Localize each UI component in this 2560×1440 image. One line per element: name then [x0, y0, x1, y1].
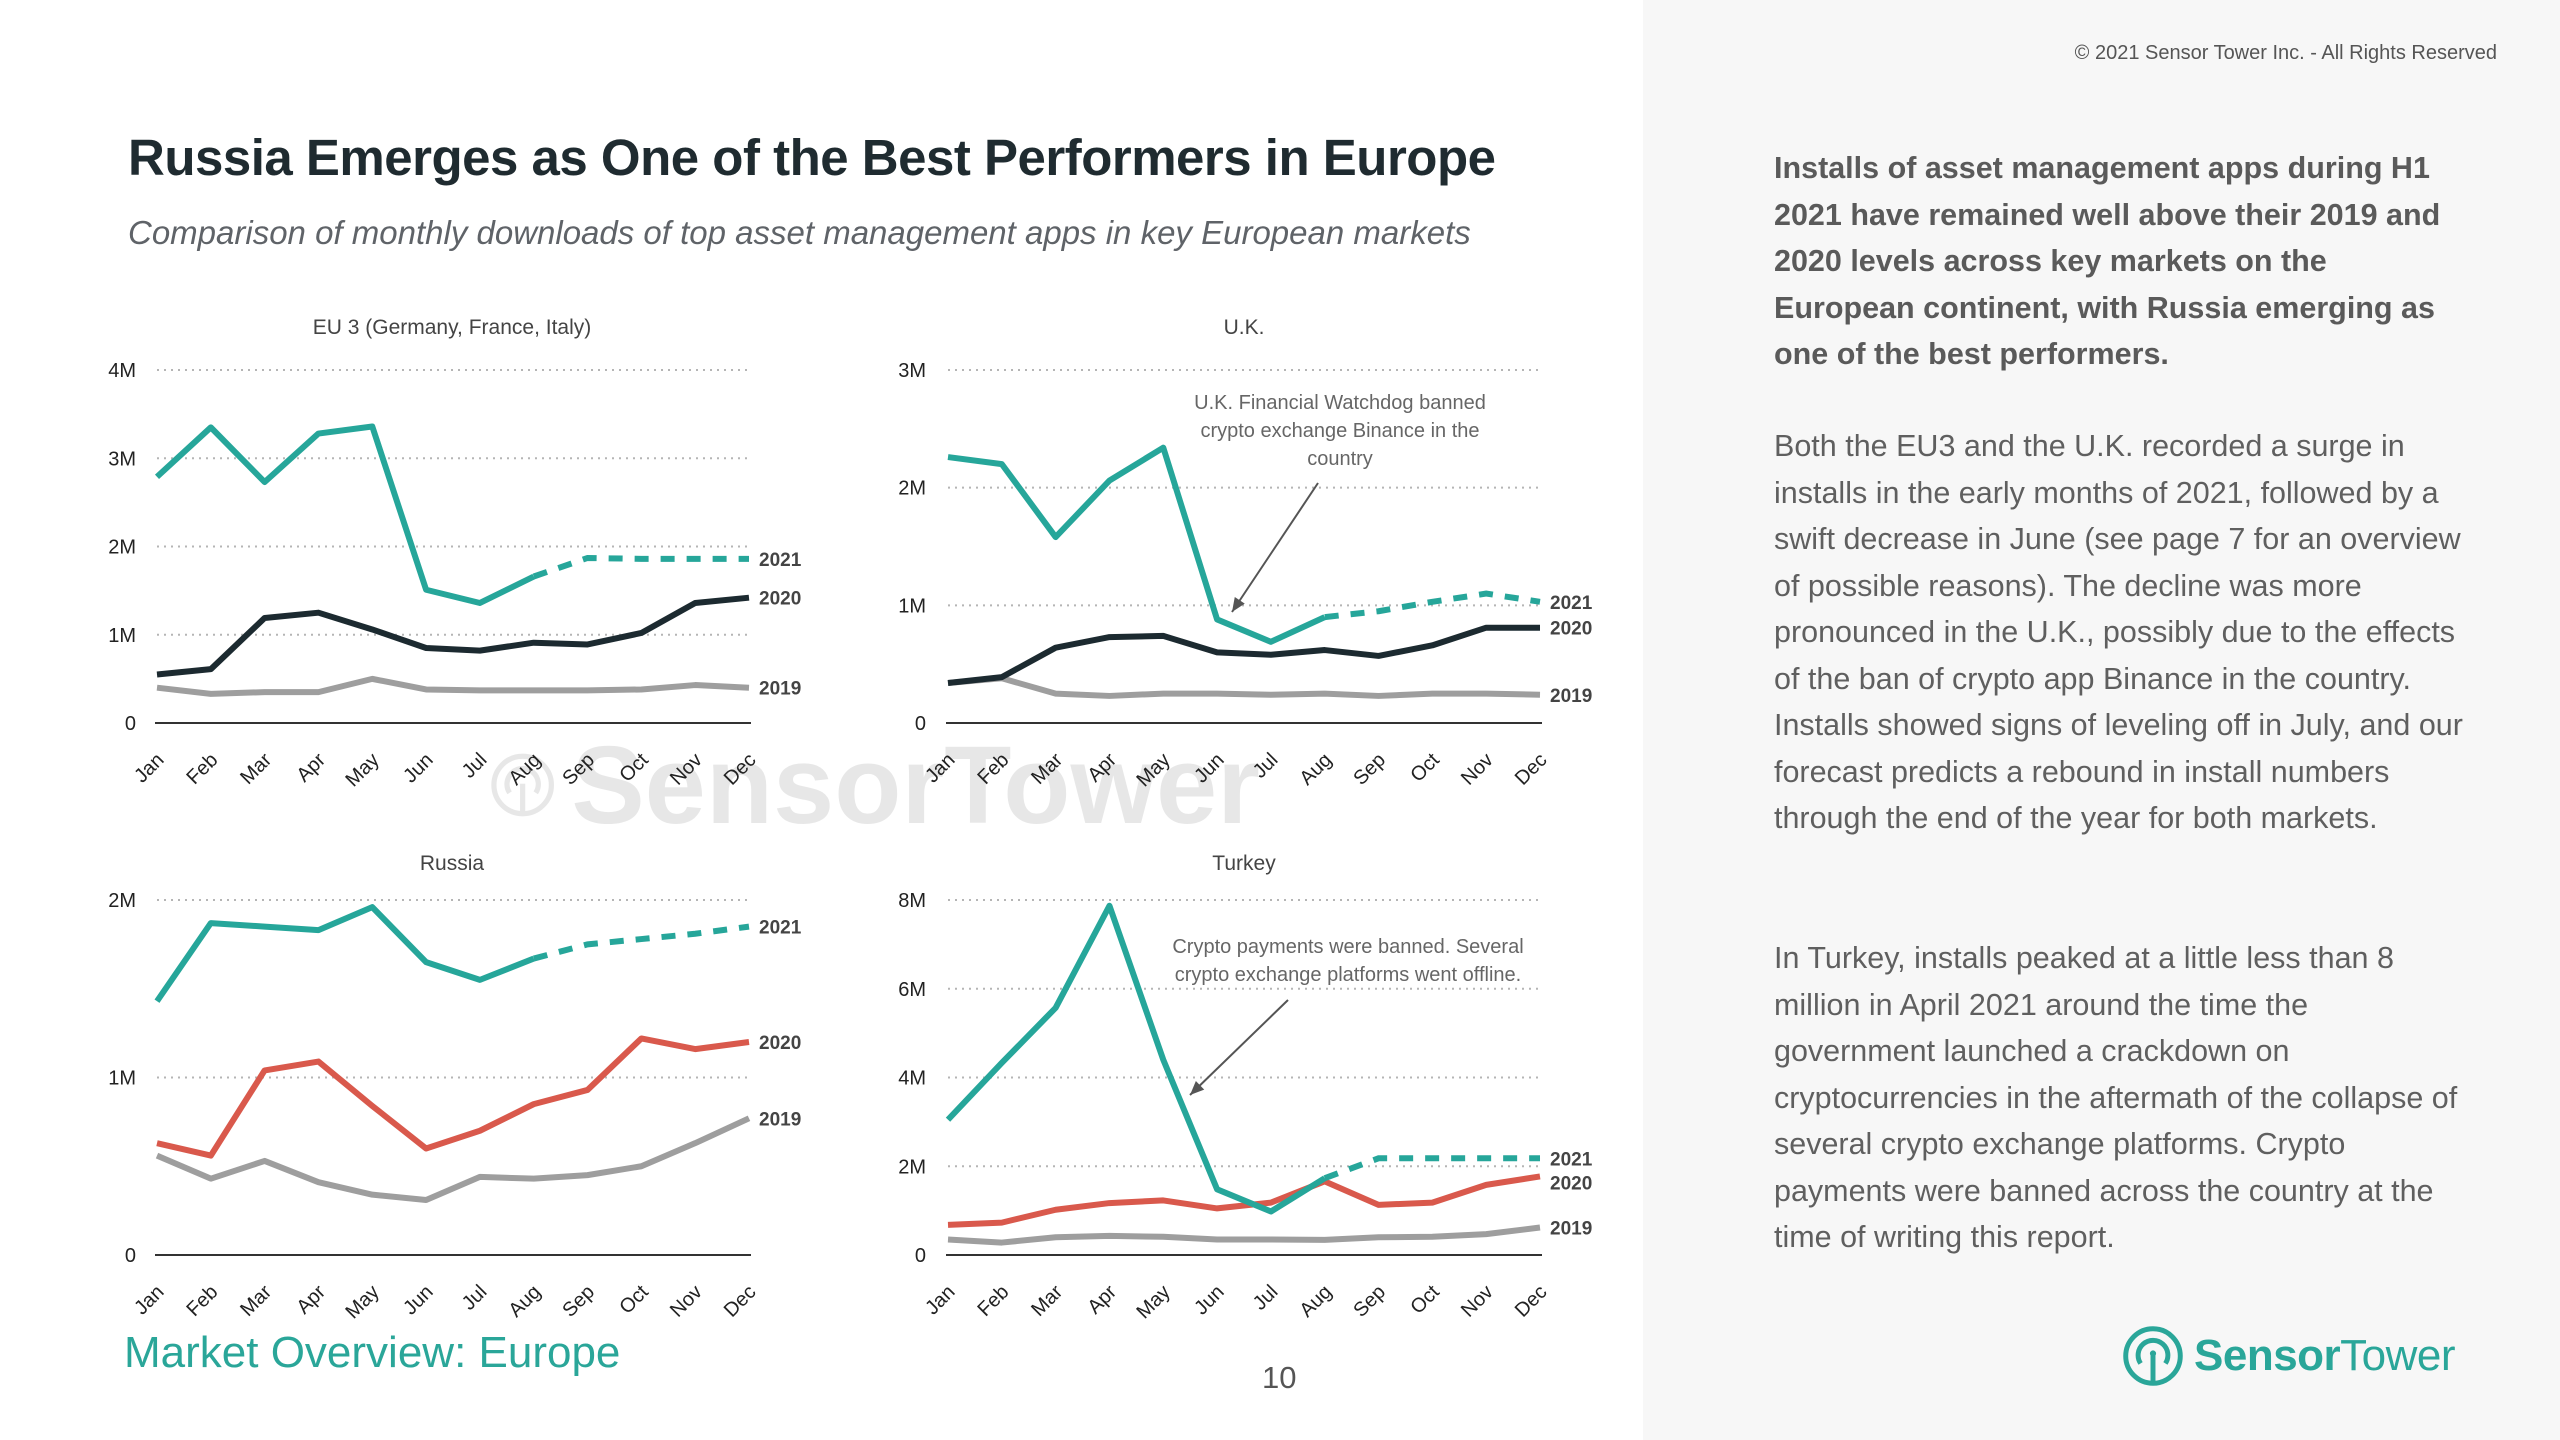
series-label: 2019 [1550, 1218, 1592, 1239]
series-label: 2019 [759, 679, 801, 700]
y-tick-label: 1M [898, 595, 926, 617]
annotation-text: crypto exchange platforms went offline. [1175, 964, 1521, 986]
x-tick-label: Sep [1349, 1281, 1390, 1322]
annotation-text: country [1307, 448, 1373, 470]
commentary-panel [1643, 0, 2560, 1440]
chart-title: U.K. [1224, 316, 1265, 339]
series-line-2021 [947, 444, 1326, 645]
annotation-arrow-line [1231, 482, 1319, 613]
annotation-text: crypto exchange Binance in the [1200, 420, 1479, 442]
y-tick-label: 0 [125, 713, 136, 735]
x-tick-label: Apr [1083, 1281, 1121, 1319]
y-tick-label: 2M [898, 478, 926, 500]
series-label: 2020 [1550, 1173, 1592, 1194]
x-tick-label: Jun [1190, 1281, 1228, 1319]
series-label: 2021 [759, 550, 802, 571]
y-tick-label: 1M [108, 625, 136, 647]
y-tick-label: 0 [915, 1245, 926, 1267]
chart-title: Turkey [1212, 852, 1276, 875]
y-tick-label: 0 [915, 713, 926, 735]
series-label: 2021 [759, 918, 802, 939]
y-tick-label: 8M [898, 890, 926, 912]
x-tick-label: Nov [1457, 1281, 1498, 1322]
series-label: 2021 [1550, 593, 1593, 614]
series-forecast-line-2021 [1323, 1155, 1540, 1182]
x-tick-label: Jul [1249, 1281, 1283, 1315]
y-tick-label: 2M [108, 890, 136, 912]
y-tick-label: 2M [898, 1156, 926, 1178]
y-tick-label: 6M [898, 979, 926, 1001]
series-line-2019 [947, 1224, 1541, 1246]
page-subtitle: Comparison of monthly downloads of top a… [128, 214, 1471, 251]
series-label: 2020 [759, 1033, 801, 1054]
annotation-text: U.K. Financial Watchdog banned [1194, 392, 1486, 414]
y-tick-label: 0 [125, 1245, 136, 1267]
eu3-uk-paragraph: Both the EU3 and the U.K. recorded a sur… [1774, 429, 2463, 835]
y-tick-label: 3M [108, 448, 136, 470]
chart-turkey: Turkey 0 2M 4M 6M 8M Jan Feb Mar Apr May Jun Jul Aug S… [898, 852, 1593, 1323]
x-tick-label: Jan [921, 1281, 959, 1319]
series-line-2020 [156, 1035, 750, 1159]
series-line-2021 [945, 902, 1327, 1215]
x-tick-label: Oct [1406, 1281, 1444, 1319]
series-line-2019 [155, 1115, 751, 1203]
series-label: 2019 [1550, 686, 1592, 707]
chart-title: Russia [420, 852, 485, 875]
series-label: 2019 [759, 1109, 801, 1130]
annotation-arrow-line [1189, 999, 1289, 1096]
logo-wordmark: SensorTower [2194, 1331, 2456, 1381]
sensor-tower-logo: SensorTower [2122, 1325, 2456, 1387]
x-tick-label: Feb [973, 1281, 1013, 1321]
x-tick-label: May [1133, 1281, 1175, 1323]
page-number: 10 [1262, 1360, 1297, 1395]
y-tick-label: 4M [898, 1068, 926, 1090]
x-tick-label: Dec [1511, 1281, 1552, 1322]
series-label: 2020 [759, 589, 801, 610]
logo-wordmark-regular: Tower [2340, 1331, 2456, 1380]
chart-title: EU 3 (Germany, France, Italy) [313, 316, 592, 339]
turkey-paragraph: In Turkey, installs peaked at a little l… [1774, 941, 2458, 1254]
page-title: Russia Emerges as One of the Best Perfor… [128, 129, 1496, 186]
series-label: 2020 [1550, 619, 1592, 640]
series-line-2021 [154, 904, 535, 1003]
series-line-2021 [154, 423, 536, 606]
chart-eu3: EU 3 (Germany, France, Italy)01M2M3M4MJa… [108, 316, 802, 791]
section-label: Market Overview: Europe [124, 1328, 621, 1377]
series-line-2019 [156, 675, 750, 697]
summary-paragraph: Installs of asset management apps during… [1774, 151, 2441, 371]
x-tick-label: Aug [1296, 1281, 1337, 1322]
y-tick-label: 4M [108, 360, 136, 382]
sensor-tower-logo-icon [2123, 1326, 2183, 1386]
y-tick-label: 2M [108, 537, 136, 559]
logo-wordmark-bold: Sensor [2194, 1331, 2341, 1380]
series-line-2019 [947, 675, 1541, 699]
annotation-arrowhead-icon [1232, 597, 1245, 612]
series-line-2020 [156, 594, 750, 678]
x-tick-label: Mar [1027, 1281, 1067, 1321]
y-tick-label: 1M [108, 1068, 136, 1090]
y-tick-label: 3M [898, 360, 926, 382]
series-line-2020 [947, 624, 1540, 686]
copyright-notice: © 2021 Sensor Tower Inc. - All Rights Re… [2074, 42, 2497, 64]
series-line-2020 [947, 1173, 1541, 1228]
annotation-arrowhead-icon [1190, 1080, 1205, 1095]
series-label: 2021 [1550, 1149, 1593, 1170]
annotation-text: Crypto payments were banned. Several [1172, 936, 1523, 958]
